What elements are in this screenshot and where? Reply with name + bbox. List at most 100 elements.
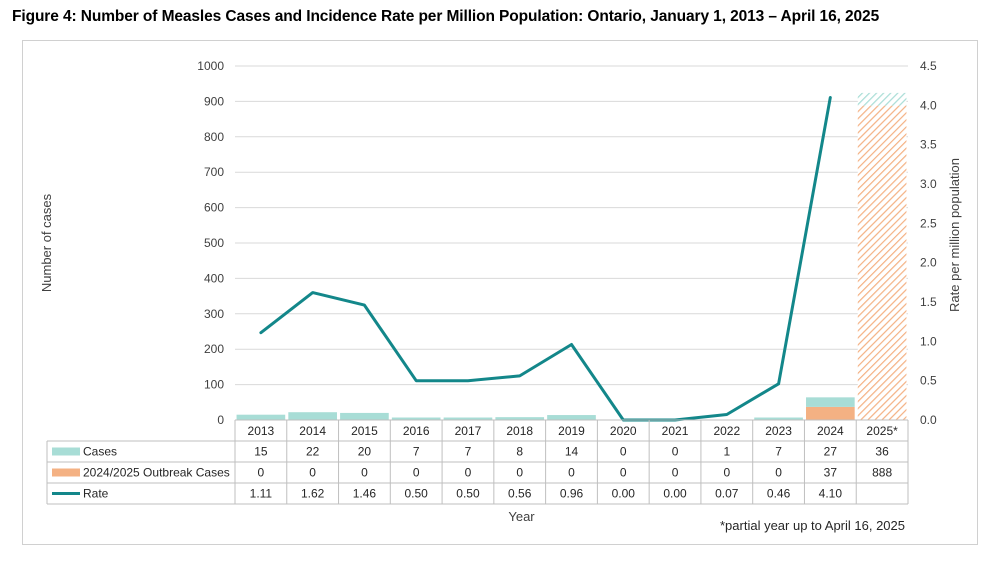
bar-cases-2017 xyxy=(443,417,493,420)
table-cell-value: 7 xyxy=(775,445,782,459)
y-tick-label: 900 xyxy=(204,94,224,108)
x-tick-label: 2019 xyxy=(558,424,585,438)
x-tick-label: 2016 xyxy=(403,424,430,438)
table-cell-value: 8 xyxy=(516,445,523,459)
bar-outbreak-2024 xyxy=(806,406,855,420)
table-cell-value: 7 xyxy=(465,445,472,459)
table-cell-value: 27 xyxy=(824,445,838,459)
axis-labels: 010020030040050060070080090010000.00.51.… xyxy=(39,59,962,524)
x-tick-label: 2018 xyxy=(506,424,533,438)
table-cell-value: 1 xyxy=(723,445,730,459)
table-cell-value: 7 xyxy=(413,445,420,459)
x-tick-label: 2017 xyxy=(455,424,482,438)
table-cell-value: 0 xyxy=(568,466,575,480)
table-cell-value: 22 xyxy=(306,445,320,459)
table-cell-value: 0.46 xyxy=(767,487,791,501)
data-table: 2013 2014 2015 2016 2017 2018 2019 2020 2021 2022… xyxy=(46,419,909,505)
table-cell-value: 0.00 xyxy=(612,487,636,501)
x-tick-label: 2023 xyxy=(765,424,792,438)
figure-title: Figure 4: Number of Measles Cases and In… xyxy=(12,8,880,25)
table-cell-value: 1.62 xyxy=(301,487,325,501)
y2-tick-label: 1.0 xyxy=(920,334,937,348)
table-cell-value: 0.96 xyxy=(560,487,584,501)
x-axis-title: Year xyxy=(508,509,535,524)
table-cell-value: 36 xyxy=(875,445,889,459)
y-tick-label: 600 xyxy=(204,201,224,215)
table-cell-value: 0 xyxy=(672,445,679,459)
y-tick-label: 700 xyxy=(204,165,224,179)
table-cell-value: 0 xyxy=(465,466,472,480)
y-tick-label: 400 xyxy=(204,271,224,285)
table-cell-value: 0 xyxy=(672,466,679,480)
legend-key-cases xyxy=(52,447,80,456)
y2-tick-label: 0.0 xyxy=(920,413,937,427)
x-tick-label: 2025* xyxy=(866,424,898,438)
table-cell-value: 0.00 xyxy=(663,487,687,501)
legend-label: Cases xyxy=(83,445,117,459)
table-cell-value: 0 xyxy=(309,466,316,480)
table-cell-value: 0 xyxy=(620,445,627,459)
table-cell-value: 20 xyxy=(358,445,372,459)
table-cell-value: 0 xyxy=(723,466,730,480)
table-cell-value: 15 xyxy=(254,445,268,459)
bar-layer xyxy=(236,92,907,420)
table-cell-value: 1.11 xyxy=(250,487,273,501)
bar-cases-2023 xyxy=(754,417,803,420)
bar-cases-2015 xyxy=(340,412,389,420)
legend-label: 2024/2025 Outbreak Cases xyxy=(83,466,230,480)
table-cell-value: 0 xyxy=(516,466,523,480)
y-tick-label: 100 xyxy=(204,378,224,392)
x-tick-label: 2021 xyxy=(662,424,689,438)
footnote: *partial year up to April 16, 2025 xyxy=(720,518,905,533)
bar-cases-2025 xyxy=(857,92,907,106)
table-cell-value: 0 xyxy=(258,466,265,480)
x-tick-label: 2015 xyxy=(351,424,378,438)
y-axis-title: Number of cases xyxy=(39,193,54,292)
table-cell-value: 888 xyxy=(872,466,892,480)
legend-key-outbreak xyxy=(52,468,80,477)
y2-tick-label: 4.0 xyxy=(920,98,937,112)
y2-tick-label: 0.5 xyxy=(920,374,937,388)
table-cell-value: 0.50 xyxy=(405,487,429,501)
y2-axis-title: Rate per million population xyxy=(947,158,962,312)
y-tick-label: 800 xyxy=(204,130,224,144)
table-cell-value: 0 xyxy=(775,466,782,480)
y-tick-label: 300 xyxy=(204,307,224,321)
bar-outbreak-2025 xyxy=(857,105,907,420)
table-cell-value: 1.46 xyxy=(353,487,377,501)
y2-tick-label: 2.5 xyxy=(920,216,937,230)
x-tick-label: 2014 xyxy=(299,424,326,438)
y2-tick-label: 2.0 xyxy=(920,256,937,270)
x-tick-label: 2020 xyxy=(610,424,637,438)
x-tick-label: 2024 xyxy=(817,424,844,438)
bar-cases-2014 xyxy=(288,412,337,420)
gridlines xyxy=(235,65,908,386)
table-cell-value: 0 xyxy=(620,466,627,480)
table-cell-value: 0 xyxy=(361,466,368,480)
bar-cases-2018 xyxy=(495,417,545,420)
chart-frame xyxy=(22,40,978,545)
bar-cases-2019 xyxy=(547,415,596,420)
table-cell-value: 0.56 xyxy=(508,487,532,501)
y-tick-label: 500 xyxy=(204,236,224,250)
x-tick-label: 2022 xyxy=(713,424,740,438)
bar-cases-2013 xyxy=(236,414,286,420)
y2-tick-label: 1.5 xyxy=(920,295,937,309)
y-tick-label: 0 xyxy=(217,413,224,427)
x-tick-label: 2013 xyxy=(248,424,275,438)
table-cell-value: 14 xyxy=(565,445,579,459)
bar-cases-2016 xyxy=(391,417,441,420)
table-cell-value: 0 xyxy=(413,466,420,480)
rate-line-layer xyxy=(259,96,832,422)
legend-label: Rate xyxy=(83,487,109,501)
table-cell-value: 4.10 xyxy=(819,487,843,501)
bar-cases-2024 xyxy=(806,397,855,407)
y-tick-label: 1000 xyxy=(197,59,224,73)
y-tick-label: 200 xyxy=(204,342,224,356)
y2-tick-label: 4.5 xyxy=(920,59,937,73)
table-cell-value: 0.50 xyxy=(456,487,480,501)
table-cell-value: 37 xyxy=(824,466,838,480)
y2-tick-label: 3.5 xyxy=(920,138,937,152)
rate-line xyxy=(259,96,832,422)
